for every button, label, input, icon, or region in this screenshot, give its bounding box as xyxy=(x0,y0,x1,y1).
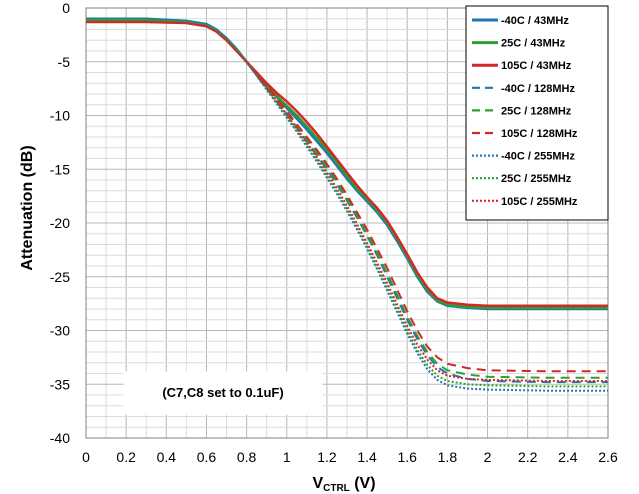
x-tick-label: 0 xyxy=(82,449,90,465)
x-tick-labels: 0 0.2 0.4 0.6 0.8 1 1.2 1.4 1.6 1.8 2 2.2 2.4 2.6 xyxy=(82,449,618,465)
y-tick-label: -15 xyxy=(50,161,70,177)
series-line-4 xyxy=(86,17,608,384)
y-axis-title: Attenuation (dB) xyxy=(19,145,36,270)
legend: -40C / 43MHz 25C / 43MHz 105C / 43MHz -40C … xyxy=(465,5,609,221)
legend-label: -40C / 43MHz xyxy=(501,15,569,27)
legend-label: 105C / 128MHz xyxy=(501,128,578,140)
x-axis-title-main: V xyxy=(312,475,323,492)
legend-label: 25C / 128MHz xyxy=(501,105,572,117)
x-axis-title: VCTRL (V) xyxy=(312,475,375,494)
x-tick-label: 0.8 xyxy=(237,449,257,465)
grid xyxy=(85,7,609,439)
legend-label: -40C / 255MHz xyxy=(501,151,575,163)
x-tick-label: 2.2 xyxy=(518,449,538,465)
y-tick-labels: 0 -5 -10 -15 -20 -25 -30 -35 -40 xyxy=(50,0,70,446)
x-tick-label: 0.4 xyxy=(157,449,177,465)
legend-label: 25C / 43MHz xyxy=(501,38,566,50)
y-tick-label: -40 xyxy=(50,430,70,446)
y-tick-label: 0 xyxy=(62,0,70,16)
x-axis-title-unit: (V) xyxy=(350,475,376,492)
x-tick-label: 1.8 xyxy=(438,449,458,465)
x-tick-label: 0.2 xyxy=(116,449,136,465)
x-tick-label: 2.4 xyxy=(558,449,578,465)
y-tick-label: -10 xyxy=(50,108,70,124)
legend-label: 105C / 255MHz xyxy=(501,196,578,208)
y-tick-label: -25 xyxy=(50,269,70,285)
x-tick-label: 2.6 xyxy=(598,449,618,465)
y-tick-label: -30 xyxy=(50,323,70,339)
series-line-6 xyxy=(86,21,608,373)
x-tick-label: 1 xyxy=(283,449,291,465)
series-line-5 xyxy=(86,18,608,379)
y-tick-label: -5 xyxy=(58,54,71,70)
x-tick-label: 2 xyxy=(484,449,492,465)
legend-label: 105C / 43MHz xyxy=(501,60,572,72)
x-tick-label: 1.6 xyxy=(397,449,417,465)
series-line-9 xyxy=(86,21,608,382)
x-axis-title-subscript: CTRL xyxy=(323,483,350,494)
annotation-text: (C7,C8 set to 0.1uF) xyxy=(162,385,283,400)
y-tick-label: -20 xyxy=(50,215,70,231)
x-tick-label: 0.6 xyxy=(197,449,217,465)
series-line-8 xyxy=(86,18,608,388)
annotation-background xyxy=(123,371,323,415)
y-tick-label: -35 xyxy=(50,376,70,392)
plot-area-frame xyxy=(85,7,609,439)
annotation-box: (C7,C8 set to 0.1uF) xyxy=(123,371,323,415)
x-tick-label: 1.4 xyxy=(357,449,377,465)
legend-label: -40C / 128MHz xyxy=(501,83,575,95)
legend-label: 25C / 255MHz xyxy=(501,173,572,185)
series-layer xyxy=(86,17,608,392)
x-tick-label: 1.2 xyxy=(317,449,337,465)
